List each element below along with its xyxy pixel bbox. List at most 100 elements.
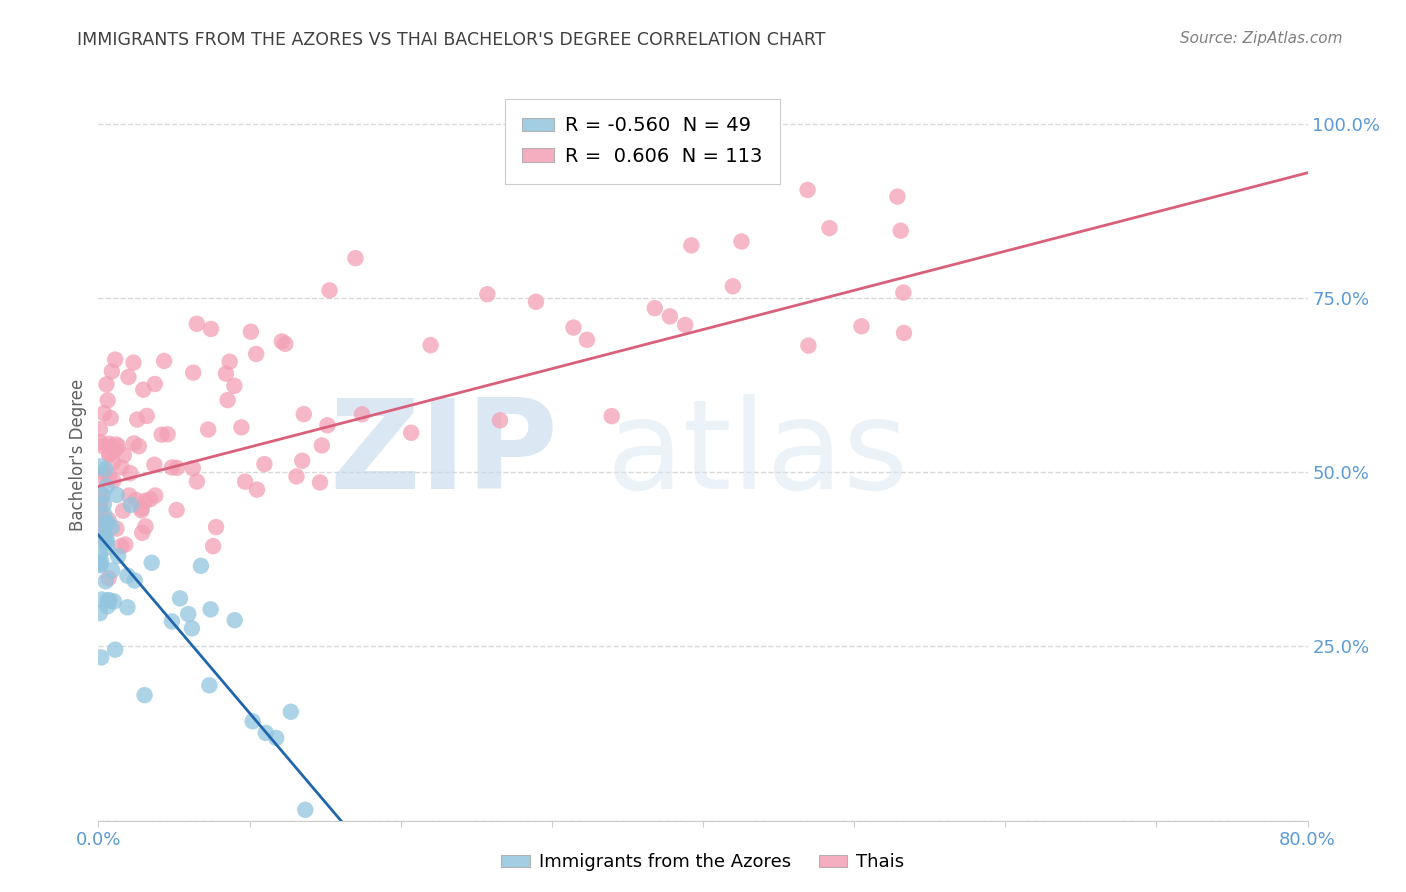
Point xyxy=(186,475,208,489)
Point xyxy=(97,571,120,585)
Point xyxy=(143,488,166,502)
Point xyxy=(94,516,117,531)
Point xyxy=(233,475,256,489)
Point xyxy=(215,367,238,381)
Point xyxy=(117,600,139,615)
Point xyxy=(893,326,915,340)
Point xyxy=(105,437,128,451)
Point xyxy=(562,320,585,334)
Point xyxy=(239,325,262,339)
Point xyxy=(575,333,598,347)
Point xyxy=(110,539,132,553)
Point xyxy=(292,407,315,421)
Point xyxy=(141,556,163,570)
Point xyxy=(125,492,148,507)
Point xyxy=(253,457,276,471)
Point xyxy=(796,183,818,197)
Point xyxy=(112,504,135,518)
Point xyxy=(127,412,149,426)
Point xyxy=(198,678,221,692)
Point xyxy=(311,438,333,452)
Point xyxy=(143,377,166,392)
Point xyxy=(673,318,696,332)
Point xyxy=(96,599,118,614)
Point xyxy=(246,483,269,497)
Point xyxy=(98,593,121,607)
Point xyxy=(98,448,121,462)
Point xyxy=(186,317,208,331)
Point xyxy=(886,189,908,203)
Point xyxy=(224,613,246,627)
Point xyxy=(98,469,121,483)
Point xyxy=(90,650,112,665)
Point xyxy=(166,460,188,475)
Point xyxy=(200,602,222,616)
Point xyxy=(477,287,499,301)
Text: ZIP: ZIP xyxy=(329,394,558,516)
Point xyxy=(524,294,547,309)
Point xyxy=(224,379,246,393)
Point xyxy=(131,503,153,517)
Point xyxy=(96,541,118,555)
Point xyxy=(231,420,253,434)
Point xyxy=(797,338,820,352)
Point xyxy=(96,377,118,392)
Point xyxy=(166,503,188,517)
Point xyxy=(89,459,111,474)
Point xyxy=(105,522,128,536)
Point xyxy=(160,460,183,475)
Text: IMMIGRANTS FROM THE AZORES VS THAI BACHELOR'S DEGREE CORRELATION CHART: IMMIGRANTS FROM THE AZORES VS THAI BACHE… xyxy=(77,31,825,49)
Point xyxy=(202,539,225,553)
Point xyxy=(205,520,228,534)
Point xyxy=(96,534,118,549)
Point xyxy=(114,537,136,551)
Point xyxy=(93,406,115,420)
Point xyxy=(112,448,135,462)
Point xyxy=(104,642,127,657)
Point xyxy=(89,558,111,572)
Point xyxy=(818,221,841,235)
Point xyxy=(100,411,122,425)
Point xyxy=(105,488,128,502)
Point xyxy=(107,439,129,453)
Point xyxy=(96,479,118,493)
Point xyxy=(218,354,240,368)
Point xyxy=(94,574,117,589)
Point xyxy=(118,489,141,503)
Point xyxy=(139,492,162,507)
Point xyxy=(681,238,703,252)
Point xyxy=(644,301,666,315)
Legend: Immigrants from the Azores, Thais: Immigrants from the Azores, Thais xyxy=(494,847,912,879)
Point xyxy=(91,439,114,453)
Point xyxy=(93,531,115,545)
Point xyxy=(93,525,115,540)
Legend: R = -0.560  N = 49, R =  0.606  N = 113: R = -0.560 N = 49, R = 0.606 N = 113 xyxy=(505,99,780,184)
Point xyxy=(90,469,112,483)
Point xyxy=(150,427,173,442)
Point xyxy=(93,466,115,480)
Point xyxy=(280,705,302,719)
Point xyxy=(153,354,176,368)
Point xyxy=(98,440,121,454)
Point xyxy=(122,356,145,370)
Point xyxy=(101,563,124,577)
Point xyxy=(97,516,120,530)
Point xyxy=(156,427,179,442)
Point xyxy=(264,731,287,745)
Point xyxy=(120,466,142,480)
Point xyxy=(103,443,125,458)
Point xyxy=(197,423,219,437)
Point xyxy=(721,279,744,293)
Point xyxy=(122,436,145,450)
Point xyxy=(132,383,155,397)
Point xyxy=(135,409,157,423)
Point xyxy=(101,520,124,534)
Point xyxy=(90,504,112,518)
Point xyxy=(419,338,441,352)
Point xyxy=(291,453,314,467)
Point xyxy=(344,251,367,265)
Point xyxy=(200,322,222,336)
Point xyxy=(134,493,156,508)
Point xyxy=(96,533,118,547)
Point xyxy=(89,422,111,436)
